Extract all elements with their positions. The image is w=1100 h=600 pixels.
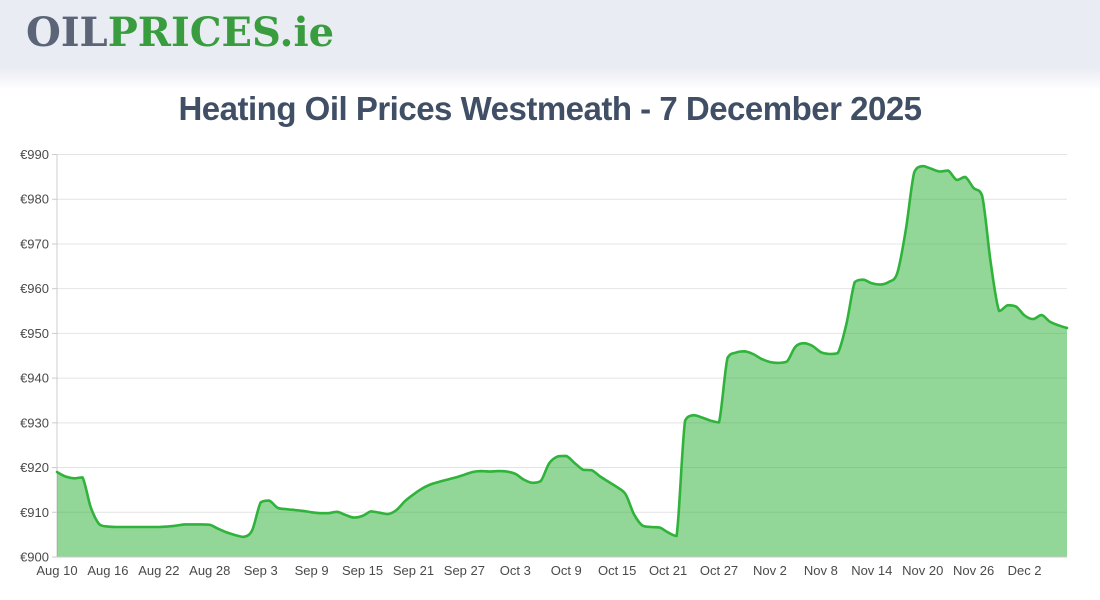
x-tick-label: Oct 3: [500, 563, 531, 578]
y-tick-label: €920: [20, 460, 49, 475]
logo-text-oil: OIL: [26, 9, 108, 56]
x-tick-label: Aug 10: [36, 563, 77, 578]
x-tick-label: Nov 8: [804, 563, 838, 578]
logo-text-prices: PRICES: [107, 9, 280, 56]
x-tick-label: Nov 2: [753, 563, 787, 578]
x-tick-label: Nov 26: [953, 563, 994, 578]
x-tick-label: Aug 22: [138, 563, 179, 578]
area-series: [57, 166, 1067, 557]
site-logo[interactable]: OILPRICES.ie: [26, 10, 334, 56]
x-tick-label: Oct 27: [700, 563, 738, 578]
y-tick-label: €910: [20, 505, 49, 520]
y-axis-labels: €900 €910 €920 €930 €940 €950 €960 €970 €980 €990: [20, 147, 49, 565]
line-series: [55, 164, 1069, 539]
x-tick-label: Aug 28: [189, 563, 230, 578]
y-tick-label: €940: [20, 371, 49, 386]
logo-text-ie: .ie: [279, 9, 335, 56]
x-axis-labels: Aug 10 Aug 16 Aug 22 Aug 28 Sep 3 Sep 9 Sep 15…: [36, 563, 1041, 578]
chart-container: €900 €910 €920 €930 €940 €950 €960 €970 €980 €990…: [0, 130, 1100, 600]
page-title: Heating Oil Prices Westmeath - 7 Decembe…: [178, 90, 922, 127]
x-tick-label: Nov 20: [902, 563, 943, 578]
y-tick-label: €960: [20, 281, 49, 296]
x-tick-label: Oct 9: [551, 563, 582, 578]
y-tick-label: €900: [20, 550, 49, 565]
x-tick-label: Oct 21: [649, 563, 687, 578]
x-tick-label: Sep 9: [295, 563, 329, 578]
x-tick-label: Aug 16: [87, 563, 128, 578]
y-tick-label: €970: [20, 236, 49, 251]
y-tick-label: €930: [20, 415, 49, 430]
x-tick-label: Sep 3: [244, 563, 278, 578]
x-tick-label: Oct 15: [598, 563, 636, 578]
y-tick-label: €980: [20, 192, 49, 207]
x-tick-label: Nov 14: [851, 563, 892, 578]
price-chart: €900 €910 €920 €930 €940 €950 €960 €970 €980 €990…: [20, 147, 1069, 578]
x-tick-label: Sep 27: [444, 563, 485, 578]
x-tick-label: Sep 21: [393, 563, 434, 578]
site-header: OILPRICES.ie: [0, 0, 1100, 92]
y-tick-label: €990: [20, 147, 49, 162]
x-tick-label: Sep 15: [342, 563, 383, 578]
y-tick-label: €950: [20, 326, 49, 341]
x-tick-label: Dec 2: [1008, 563, 1042, 578]
